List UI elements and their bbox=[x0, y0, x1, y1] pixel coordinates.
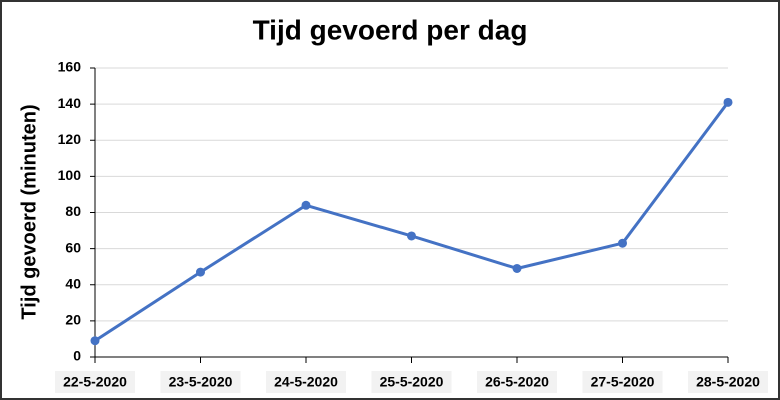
x-tick-label: 26-5-2020 bbox=[485, 374, 549, 390]
y-tick-label: 20 bbox=[65, 312, 81, 328]
point bbox=[618, 238, 627, 248]
y-tick-label: 40 bbox=[65, 275, 81, 291]
point bbox=[90, 336, 100, 346]
x-tick-label-bg bbox=[160, 371, 241, 393]
x-tick-label-bg bbox=[688, 371, 768, 393]
x-tick-label: 23-5-2020 bbox=[169, 374, 233, 390]
x-tick-label-bg bbox=[582, 371, 663, 393]
y-axis-label: Tijd gevoerd (minuten) bbox=[18, 104, 40, 319]
point bbox=[723, 97, 733, 107]
x-tick-label-bg bbox=[266, 371, 346, 393]
x-tick-label: 28-5-2020 bbox=[696, 374, 760, 390]
y-tick-label: 60 bbox=[65, 239, 81, 255]
x-tick-label: 25-5-2020 bbox=[380, 374, 444, 390]
point bbox=[512, 263, 522, 273]
point bbox=[196, 267, 205, 277]
x-tick-label-bg bbox=[55, 371, 135, 393]
x-tick-label: 24-5-2020 bbox=[274, 374, 338, 390]
y-tick-label: 140 bbox=[58, 95, 82, 111]
point bbox=[301, 200, 311, 210]
chart-title: Tijd gevoerd per dag bbox=[253, 14, 528, 45]
y-tick-label: 160 bbox=[58, 59, 82, 75]
y-tick-label: 120 bbox=[58, 131, 82, 147]
x-tick-label: 22-5-2020 bbox=[63, 374, 127, 390]
y-tick-label: 80 bbox=[65, 203, 81, 219]
x-tick-label: 27-5-2020 bbox=[591, 374, 655, 390]
y-tick-label: 100 bbox=[58, 167, 82, 183]
x-tick-label-bg bbox=[477, 371, 557, 393]
x-tick-label-bg bbox=[371, 371, 452, 393]
point bbox=[407, 231, 416, 241]
y-tick-label: 0 bbox=[73, 348, 81, 364]
